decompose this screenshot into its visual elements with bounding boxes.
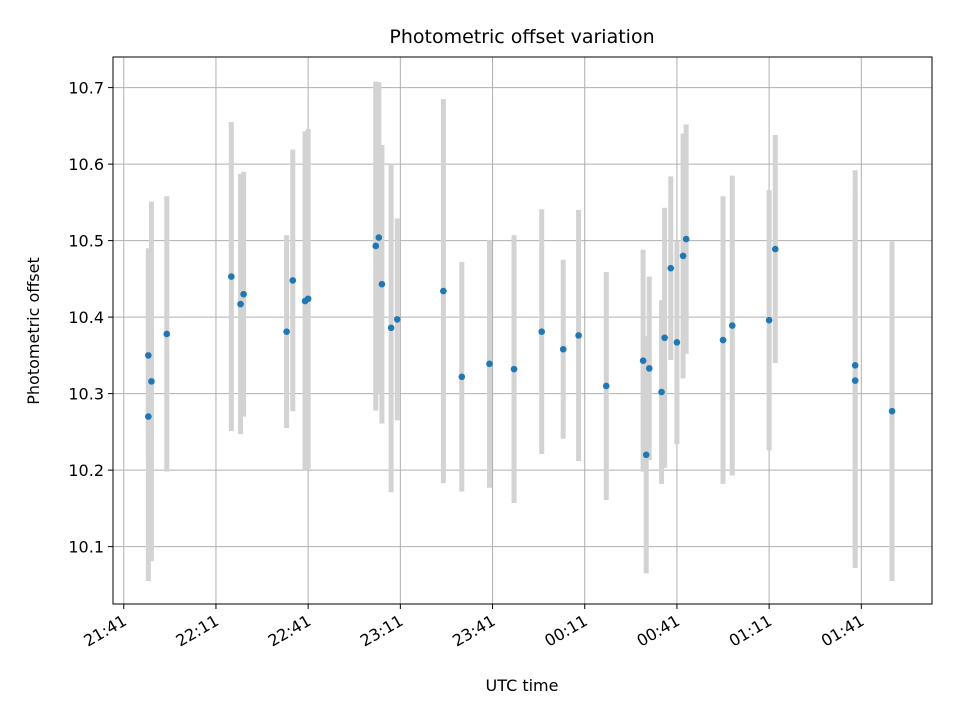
data-point — [639, 357, 647, 365]
y-tick-label: 10.7 — [68, 79, 104, 98]
y-axis: 10.1 10.2 10.3 10.4 10.5 10.6 10.7 — [68, 79, 113, 557]
data-point — [372, 242, 380, 250]
data-point — [682, 235, 690, 243]
data-point — [673, 339, 681, 346]
data-point — [645, 365, 653, 372]
grid — [113, 57, 932, 604]
y-tick-label: 10.3 — [68, 385, 104, 404]
data-point — [771, 245, 779, 253]
data-point — [851, 362, 859, 369]
data-point — [486, 360, 493, 368]
data-point — [602, 382, 610, 390]
data-point — [440, 287, 447, 295]
data-point — [375, 234, 383, 241]
chart-title: Photometric offset variation — [389, 26, 654, 48]
data-point — [851, 377, 859, 384]
data-point — [510, 365, 518, 373]
y-tick-label: 10.5 — [68, 232, 104, 251]
data-point — [559, 345, 567, 353]
data-point — [393, 316, 401, 323]
data-point — [458, 373, 466, 381]
y-tick-label: 10.4 — [68, 308, 104, 327]
data-point — [538, 328, 546, 335]
data-point — [575, 332, 582, 339]
x-axis-title: UTC time — [486, 676, 559, 695]
data-point — [145, 352, 152, 359]
data-point — [237, 300, 244, 308]
data-point — [387, 324, 395, 332]
data-point — [145, 413, 152, 420]
y-axis-title: Photometric offset — [24, 257, 43, 405]
data-point — [163, 330, 171, 338]
data-point — [765, 316, 773, 324]
data-point — [667, 264, 675, 272]
y-tick-label: 10.6 — [68, 155, 104, 174]
data-point — [728, 322, 736, 329]
data-point — [658, 388, 665, 396]
data-point — [240, 290, 247, 298]
data-point — [228, 273, 235, 280]
data-point — [283, 328, 290, 335]
data-point — [642, 451, 650, 459]
y-tick-label: 10.2 — [68, 461, 104, 480]
y-tick-label: 10.1 — [68, 538, 104, 557]
data-point — [148, 378, 155, 385]
data-point — [719, 336, 727, 344]
plot-frame — [112, 56, 933, 605]
data-point — [661, 334, 668, 342]
data-point — [304, 295, 312, 303]
data-points — [145, 234, 896, 459]
data-point — [378, 280, 386, 288]
data-point — [679, 252, 687, 260]
data-point — [289, 277, 297, 284]
data-point — [888, 407, 896, 415]
